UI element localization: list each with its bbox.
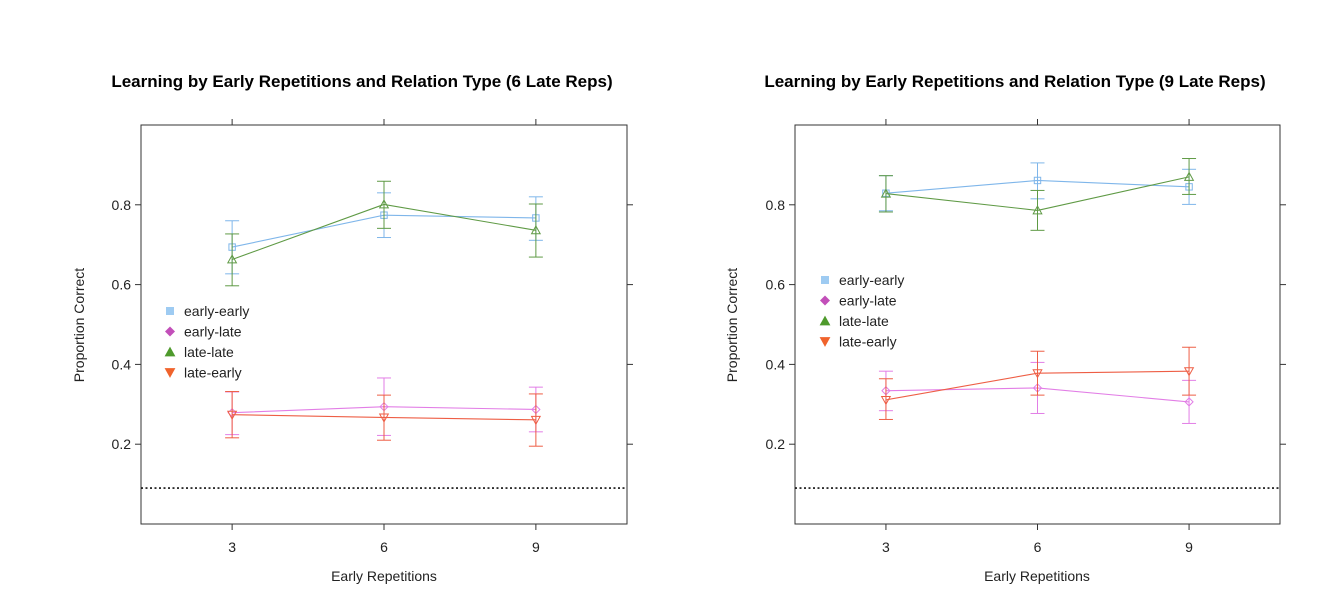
legend: early-early early-late late-late late-early (819, 272, 904, 350)
series-late-early (225, 391, 543, 447)
data-point-late-late (378, 199, 390, 209)
legend: early-early early-late late-late late-early (164, 303, 249, 381)
y-tick-label: 0.2 (112, 436, 132, 452)
legend-marker-late-early (819, 337, 831, 347)
data-point-late-early (880, 395, 892, 406)
series-late-early (878, 346, 1197, 420)
chart-panel-9-late-reps: 3 6 9 0.2 0.4 0.6 0.8 early-early early-late late… (766, 119, 1286, 555)
x-tick-label: 6 (380, 539, 388, 555)
x-tick-label: 3 (882, 539, 890, 555)
y-tick-label: 0.8 (766, 197, 786, 213)
chart-panel-6-late-reps: 3 6 9 0.2 0.4 0.6 0.8 early-early early-late late… (112, 119, 633, 555)
data-point-late-early (1183, 367, 1195, 377)
series-line-late-late (231, 203, 536, 260)
x-axis-label: Early Repetitions (331, 568, 437, 584)
data-point-late-late (880, 188, 892, 198)
chart-title: Learning by Early Repetitions and Relati… (764, 72, 1265, 91)
y-tick-label: 0.8 (112, 197, 132, 213)
y-tick-label: 0.4 (766, 356, 786, 372)
chart-title: Learning by Early Repetitions and Relati… (111, 72, 612, 91)
x-tick-label: 9 (532, 539, 540, 555)
data-point-late-early (1032, 369, 1043, 379)
legend-marker-early-late (820, 295, 830, 306)
legend-label-late-late: late-late (184, 344, 234, 360)
data-point-late-late (1183, 171, 1195, 181)
legend-label-early-late: early-late (839, 293, 897, 309)
series-line-late-late (885, 176, 1190, 211)
legend-marker-late-early (164, 368, 176, 378)
series-line-early-early (885, 179, 1190, 194)
x-tick-label: 9 (1185, 539, 1193, 555)
y-tick-label: 0.6 (766, 277, 786, 293)
legend-label-early-late: early-late (184, 324, 242, 340)
data-point-late-late (1032, 205, 1043, 215)
data-point-late-early (226, 410, 238, 421)
legend-marker-late-late (164, 346, 176, 357)
legend-marker-early-early (166, 307, 174, 315)
legend-label-early-early: early-early (839, 272, 904, 288)
x-axis-label: Early Repetitions (984, 568, 1090, 584)
legend-label-early-early: early-early (184, 303, 249, 319)
legend-label-late-early: late-early (839, 334, 897, 350)
data-point-early-late (1184, 397, 1194, 407)
x-tick-label: 3 (228, 539, 236, 555)
y-tick-label: 0.4 (112, 356, 132, 372)
y-tick-label: 0.2 (766, 436, 786, 452)
legend-marker-early-late (165, 326, 175, 337)
data-point-late-late (530, 224, 542, 235)
y-axis-label: Proportion Correct (724, 268, 740, 382)
series-late-late (225, 180, 543, 287)
data-point-late-late (226, 254, 238, 264)
y-axis-label: Proportion Correct (71, 268, 87, 382)
data-point-early-early (1033, 176, 1042, 185)
legend-marker-late-late (819, 315, 831, 326)
legend-marker-early-early (821, 276, 829, 284)
x-tick-label: 6 (1034, 539, 1042, 555)
y-tick-label: 0.6 (112, 277, 132, 293)
data-point-late-early (530, 415, 542, 426)
series-line-late-early (232, 414, 536, 421)
data-point-late-early (378, 413, 390, 423)
series-late-late (878, 158, 1197, 231)
legend-label-late-early: late-early (184, 365, 242, 381)
series-line-late-early (885, 370, 1190, 401)
legend-label-late-late: late-late (839, 313, 889, 329)
